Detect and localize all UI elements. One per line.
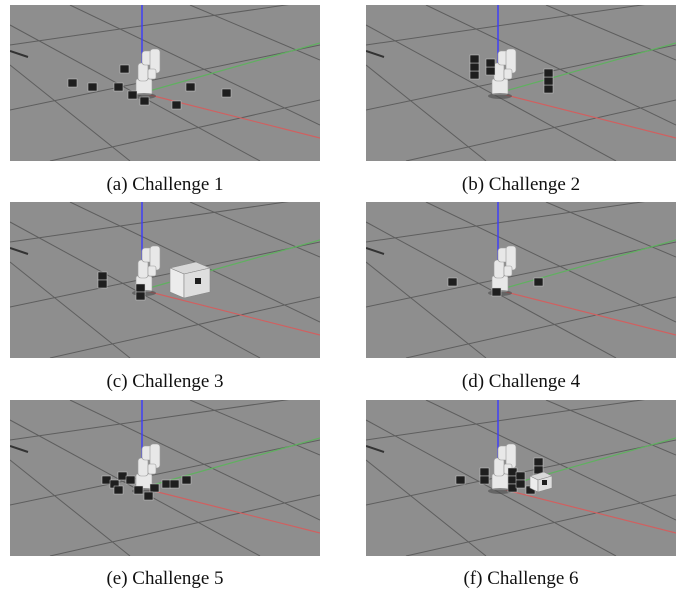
challenge-3-scene: [10, 202, 320, 358]
challenge-3-image: [10, 202, 320, 358]
caption-e: (e) Challenge 5: [106, 568, 224, 589]
challenge-2-scene: [366, 5, 676, 161]
challenge-5-scene: [10, 400, 320, 556]
caption-b: (b) Challenge 2: [461, 174, 581, 195]
caption-d: (d) Challenge 4: [461, 371, 581, 392]
challenge-4-image: [366, 202, 676, 358]
small-box: [529, 471, 553, 493]
caption-a: (a) Challenge 1: [106, 174, 224, 195]
caption-c: (c) Challenge 3: [106, 371, 224, 392]
challenge-6-scene: [366, 400, 676, 556]
challenge-1-scene: [10, 5, 320, 161]
challenge-4-scene: [366, 202, 676, 358]
challenge-6-image: [366, 400, 676, 556]
open-box: [169, 261, 211, 299]
caption-f: (f) Challenge 6: [463, 568, 579, 589]
challenge-2-image: [366, 5, 676, 161]
challenge-5-image: [10, 400, 320, 556]
challenge-1-image: [10, 5, 320, 161]
